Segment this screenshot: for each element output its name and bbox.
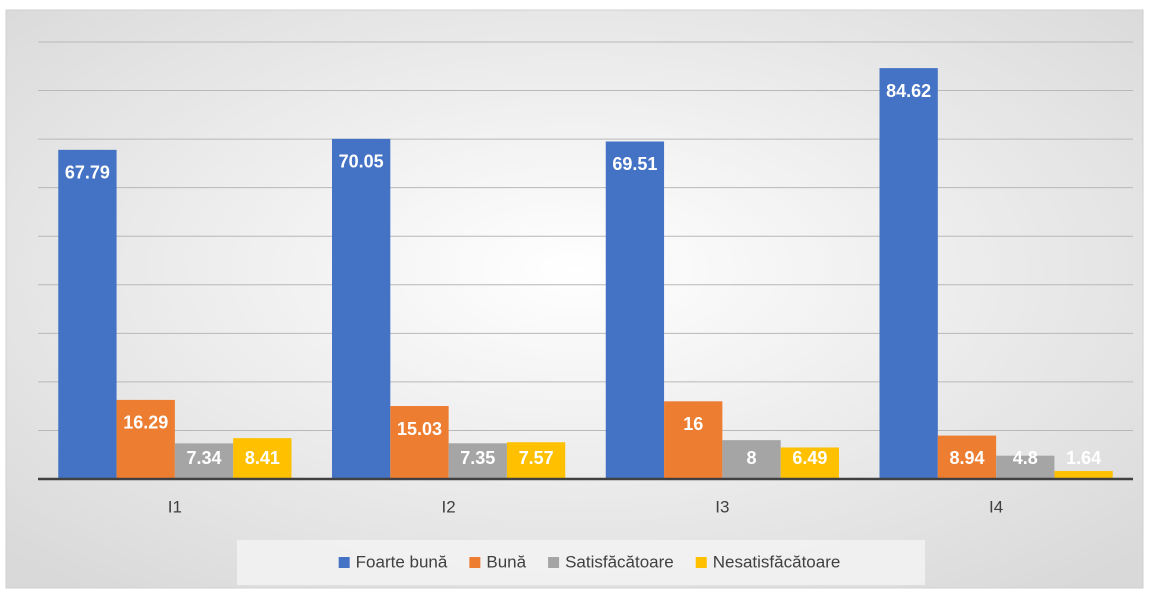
bar — [780, 447, 839, 479]
data-label: 7.35 — [460, 448, 495, 468]
data-label: 7.57 — [519, 448, 554, 468]
legend-swatch — [469, 557, 481, 568]
bar — [233, 438, 292, 479]
data-label: 6.49 — [792, 448, 827, 468]
data-label: 4.8 — [1013, 448, 1038, 468]
bar — [722, 440, 781, 479]
chart-background — [5, 9, 1144, 589]
data-label: 8 — [747, 448, 757, 468]
legend-label: Satisfăcătoare — [565, 552, 674, 571]
bar — [506, 442, 566, 479]
bar — [332, 138, 391, 479]
bar — [937, 435, 997, 479]
bar — [1054, 471, 1113, 479]
legend-background — [237, 540, 925, 585]
data-label: 15.03 — [397, 419, 442, 439]
bar — [879, 68, 938, 479]
bar — [58, 149, 117, 479]
data-label: 1.64 — [1066, 448, 1101, 468]
legend-label: Bună — [486, 552, 526, 571]
bar — [116, 399, 175, 479]
bar — [664, 401, 723, 479]
data-label: 69.51 — [612, 154, 657, 174]
legend-swatch — [695, 557, 707, 568]
data-label: 8.41 — [245, 448, 280, 468]
x-tick-label: I2 — [442, 497, 456, 516]
x-tick-label: I4 — [989, 497, 1003, 516]
legend-swatch — [548, 557, 560, 568]
bar — [174, 443, 234, 479]
legend-label: Nesatisfăcătoare — [713, 552, 841, 571]
x-tick-label: I3 — [715, 497, 729, 516]
data-label: 16 — [683, 414, 703, 434]
data-label: 16.29 — [123, 413, 168, 433]
data-label: 84.62 — [886, 81, 931, 101]
bar — [448, 443, 507, 479]
legend-swatch — [338, 557, 350, 568]
data-label: 7.34 — [187, 448, 222, 468]
data-label: 8.94 — [949, 448, 984, 468]
bar — [996, 455, 1055, 479]
data-label: 67.79 — [65, 163, 110, 183]
legend-label: Foarte bună — [356, 552, 448, 571]
bar — [390, 406, 449, 479]
bar — [605, 141, 665, 479]
x-tick-label: I1 — [168, 497, 182, 516]
data-label: 70.05 — [339, 152, 384, 172]
